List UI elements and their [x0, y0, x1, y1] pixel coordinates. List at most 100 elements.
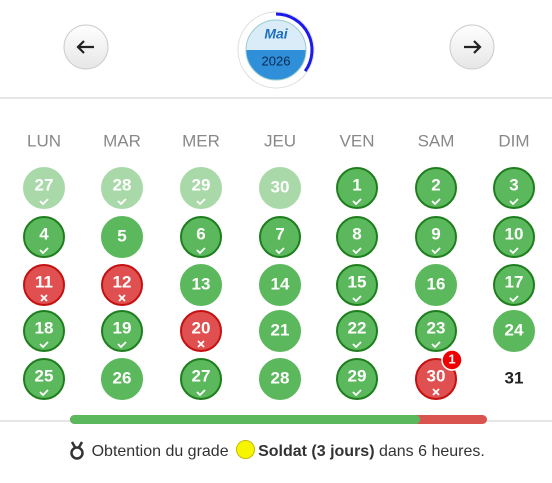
day[interactable]: 26: [101, 358, 143, 400]
day-number: 28: [271, 368, 290, 387]
day-number: 29: [348, 366, 367, 385]
day-circle: [180, 216, 222, 258]
day[interactable]: 12: [101, 264, 143, 306]
day-circle: [336, 264, 378, 306]
day[interactable]: 21: [259, 310, 301, 352]
day-circle: [415, 216, 457, 258]
weekday: MER: [182, 131, 220, 150]
prev-button[interactable]: [63, 24, 109, 70]
day-circle: [101, 264, 143, 306]
day-number: 18: [35, 318, 54, 337]
day-number: 9: [431, 224, 440, 243]
day-number: 27: [35, 175, 54, 194]
month: Mai: [264, 26, 288, 42]
day-circle: [259, 167, 301, 209]
day-number: 13: [192, 274, 211, 293]
day-number: 29: [192, 175, 211, 194]
next-button[interactable]: [449, 24, 495, 70]
check-icon: [39, 198, 49, 206]
day[interactable]: 3: [493, 167, 535, 209]
day-number: 21: [271, 320, 290, 339]
footer-prefix: Obtention du grade: [91, 443, 229, 460]
day[interactable]: 8: [336, 216, 378, 258]
day-number: 4: [39, 224, 49, 243]
day[interactable]: 25: [23, 358, 65, 400]
day-circle: [336, 310, 378, 352]
day-circle: [493, 167, 535, 209]
day[interactable]: 27: [23, 167, 65, 209]
day-number: 15: [348, 272, 367, 291]
day-circle: [23, 358, 65, 400]
day[interactable]: 9: [415, 216, 457, 258]
check-icon: [39, 247, 49, 255]
day-circle: [101, 358, 143, 400]
day-number: 24: [505, 320, 524, 339]
day-circle: [180, 167, 222, 209]
day-circle: [415, 310, 457, 352]
day-number: 2: [431, 175, 440, 194]
day-number: 6: [196, 224, 205, 243]
day[interactable]: 31: [505, 368, 524, 387]
day-number: 12: [113, 272, 132, 291]
weekday: JEU: [264, 131, 296, 150]
day-circle: [493, 216, 535, 258]
day[interactable]: 1: [336, 167, 378, 209]
day[interactable]: 22: [336, 310, 378, 352]
weekday: DIM: [498, 131, 529, 150]
day[interactable]: 19: [101, 310, 143, 352]
year: 2026: [262, 53, 291, 68]
x-icon: [40, 294, 48, 302]
day[interactable]: 30: [259, 167, 301, 209]
check-icon: [352, 389, 362, 397]
check-icon: [196, 389, 206, 397]
day-circle: [101, 310, 143, 352]
day-circle: [259, 216, 301, 258]
day-number: 25: [35, 366, 54, 385]
check-icon: [352, 198, 362, 206]
day[interactable]: 7: [259, 216, 301, 258]
day-circle: [415, 358, 457, 400]
check-icon: [509, 295, 519, 303]
check-icon: [39, 341, 49, 349]
day-circle: [336, 167, 378, 209]
check-icon: [431, 247, 441, 255]
day-circle: [336, 358, 378, 400]
day[interactable]: 18: [23, 310, 65, 352]
day[interactable]: 6: [180, 216, 222, 258]
day[interactable]: 29: [180, 167, 222, 209]
day[interactable]: 13: [180, 264, 222, 306]
day-circle: [101, 216, 143, 258]
day[interactable]: 29: [336, 358, 378, 400]
day[interactable]: 10: [493, 216, 535, 258]
day[interactable]: 24: [493, 310, 535, 352]
day[interactable]: 28: [259, 358, 301, 400]
month-badge: Mai 2026: [237, 11, 315, 89]
day[interactable]: 28: [101, 167, 143, 209]
day-number: 23: [427, 318, 446, 337]
day[interactable]: 20: [180, 310, 222, 352]
day[interactable]: 2: [415, 167, 457, 209]
weekday: LUN: [27, 131, 61, 150]
weekday: VEN: [340, 131, 375, 150]
day-number: 10: [505, 224, 524, 243]
day[interactable]: 11: [23, 264, 65, 306]
day[interactable]: 23: [415, 310, 457, 352]
day[interactable]: 16: [415, 264, 457, 306]
day[interactable]: 4: [23, 216, 65, 258]
day[interactable]: 15: [336, 264, 378, 306]
day-circle: [180, 310, 222, 352]
day-circle: [101, 167, 143, 209]
day[interactable]: 301: [415, 349, 463, 400]
day-number: 7: [275, 224, 284, 243]
day[interactable]: 14: [259, 264, 301, 306]
check-icon: [352, 341, 362, 349]
day[interactable]: 5: [101, 216, 143, 258]
day[interactable]: 17: [493, 264, 535, 306]
check-icon: [431, 341, 441, 349]
medal-icon: [70, 441, 84, 460]
day[interactable]: 27: [180, 358, 222, 400]
day-number: 28: [113, 175, 132, 194]
grade: Soldat (3 jours): [258, 443, 375, 460]
check-icon: [275, 247, 285, 255]
